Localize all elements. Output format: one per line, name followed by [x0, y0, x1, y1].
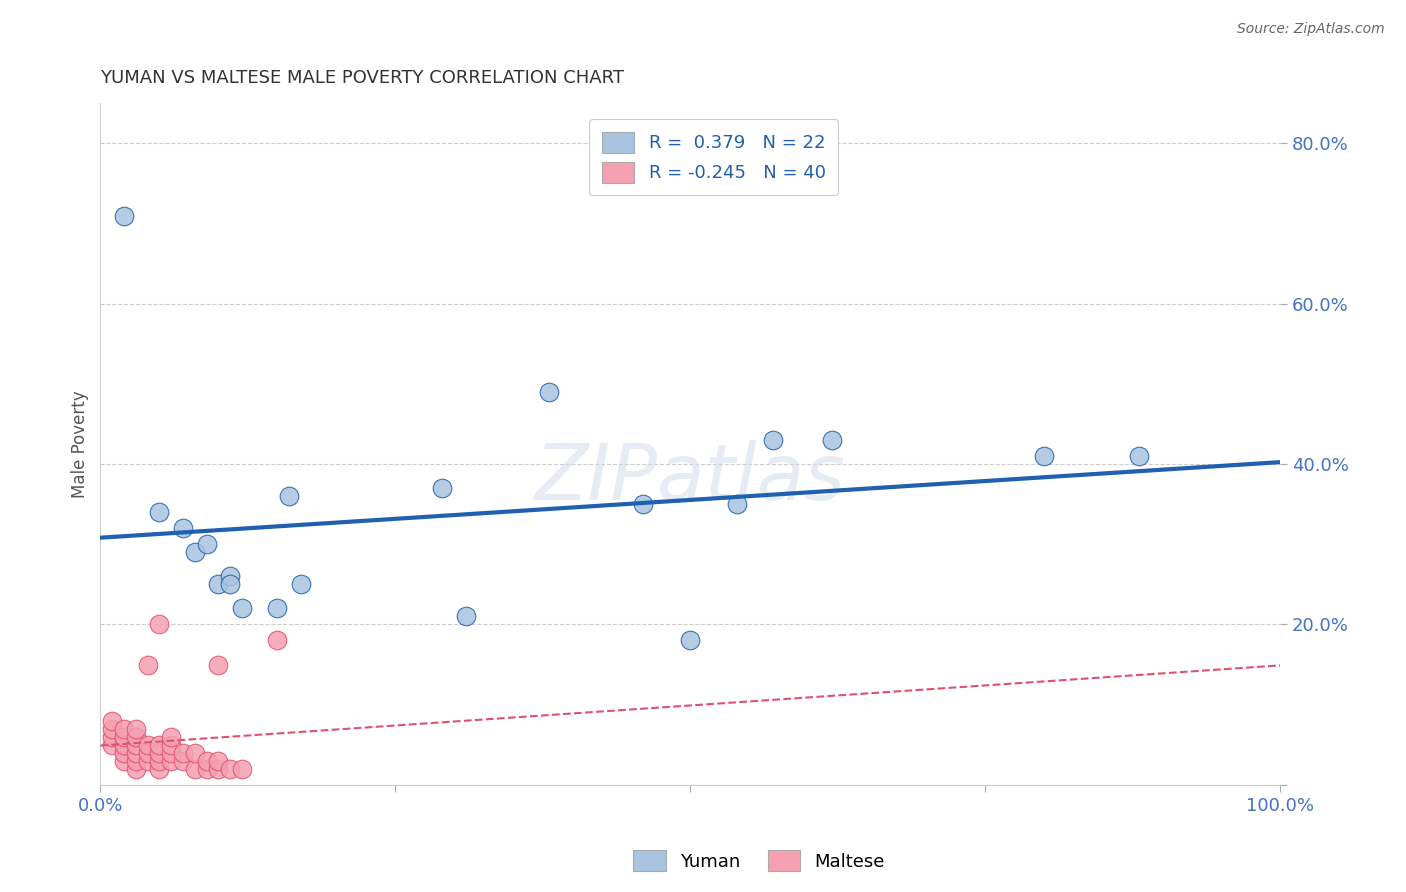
Point [195, 537, 218, 551]
Point [231, 762, 253, 776]
Point [184, 746, 207, 760]
Point [207, 754, 229, 768]
Point [679, 633, 702, 648]
Point [821, 433, 844, 447]
Point [125, 730, 148, 744]
Point [101, 730, 124, 744]
Point [454, 609, 477, 624]
Point [148, 505, 170, 519]
Y-axis label: Male Poverty: Male Poverty [72, 390, 89, 498]
Point [219, 569, 242, 583]
Point [1033, 449, 1056, 463]
Point [207, 762, 229, 776]
Point [148, 738, 170, 752]
Point [207, 657, 229, 672]
Point [725, 497, 748, 511]
Point [219, 762, 242, 776]
Point [112, 746, 135, 760]
Point [762, 433, 785, 447]
Point [537, 384, 560, 399]
Point [219, 577, 242, 591]
Text: ZIPatlas: ZIPatlas [534, 440, 845, 516]
Text: Source: ZipAtlas.com: Source: ZipAtlas.com [1237, 22, 1385, 37]
Point [136, 754, 159, 768]
Point [195, 754, 218, 768]
Point [184, 545, 207, 559]
Point [278, 489, 301, 503]
Point [125, 754, 148, 768]
Point [148, 754, 170, 768]
Point [136, 738, 159, 752]
Point [125, 762, 148, 776]
Point [112, 209, 135, 223]
Point [136, 657, 159, 672]
Point [631, 497, 654, 511]
Point [101, 722, 124, 736]
Point [266, 633, 288, 648]
Point [136, 746, 159, 760]
Point [184, 762, 207, 776]
Point [195, 762, 218, 776]
Point [125, 738, 148, 752]
Point [1128, 449, 1150, 463]
Point [101, 714, 124, 728]
Point [160, 730, 183, 744]
Legend: R =  0.379   N = 22, R = -0.245   N = 40: R = 0.379 N = 22, R = -0.245 N = 40 [589, 120, 838, 195]
Point [160, 746, 183, 760]
Point [231, 601, 253, 615]
Point [148, 617, 170, 632]
Point [172, 754, 194, 768]
Point [290, 577, 312, 591]
Point [148, 762, 170, 776]
Point [112, 754, 135, 768]
Point [207, 577, 229, 591]
Point [266, 601, 288, 615]
Point [125, 722, 148, 736]
Point [125, 746, 148, 760]
Point [101, 738, 124, 752]
Point [112, 722, 135, 736]
Legend: Yuman, Maltese: Yuman, Maltese [626, 843, 893, 879]
Point [432, 481, 454, 495]
Point [172, 521, 194, 535]
Text: YUMAN VS MALTESE MALE POVERTY CORRELATION CHART: YUMAN VS MALTESE MALE POVERTY CORRELATIO… [100, 69, 624, 87]
Point [160, 738, 183, 752]
Point [112, 738, 135, 752]
Point [172, 746, 194, 760]
Point [112, 730, 135, 744]
Point [148, 746, 170, 760]
Point [160, 754, 183, 768]
